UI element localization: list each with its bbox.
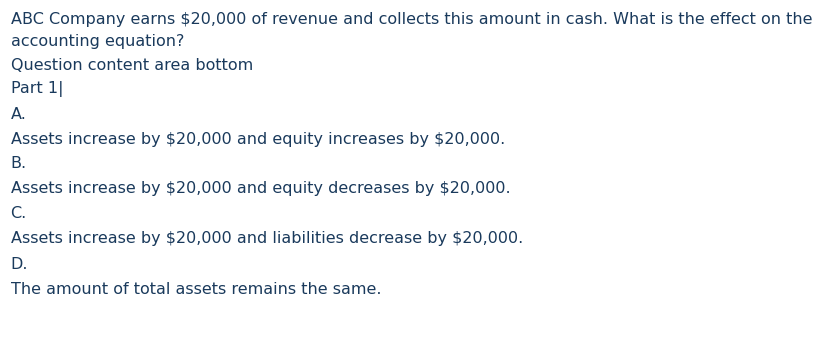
Text: A.: A. <box>11 106 27 122</box>
Text: Assets increase by $20,000 and equity decreases by $20,000.: Assets increase by $20,000 and equity de… <box>11 181 510 197</box>
Text: Question content area bottom: Question content area bottom <box>11 58 253 73</box>
Text: D.: D. <box>11 257 28 272</box>
Text: Part 1|: Part 1| <box>11 81 63 97</box>
Text: B.: B. <box>11 156 27 171</box>
Text: ABC Company earns $20,000 of revenue and collects this amount in cash. What is t: ABC Company earns $20,000 of revenue and… <box>11 12 812 28</box>
Text: The amount of total assets remains the same.: The amount of total assets remains the s… <box>11 282 381 297</box>
Text: Assets increase by $20,000 and equity increases by $20,000.: Assets increase by $20,000 and equity in… <box>11 132 505 147</box>
Text: accounting equation?: accounting equation? <box>11 34 184 49</box>
Text: Assets increase by $20,000 and liabilities decrease by $20,000.: Assets increase by $20,000 and liabiliti… <box>11 231 523 247</box>
Text: C.: C. <box>11 206 27 221</box>
